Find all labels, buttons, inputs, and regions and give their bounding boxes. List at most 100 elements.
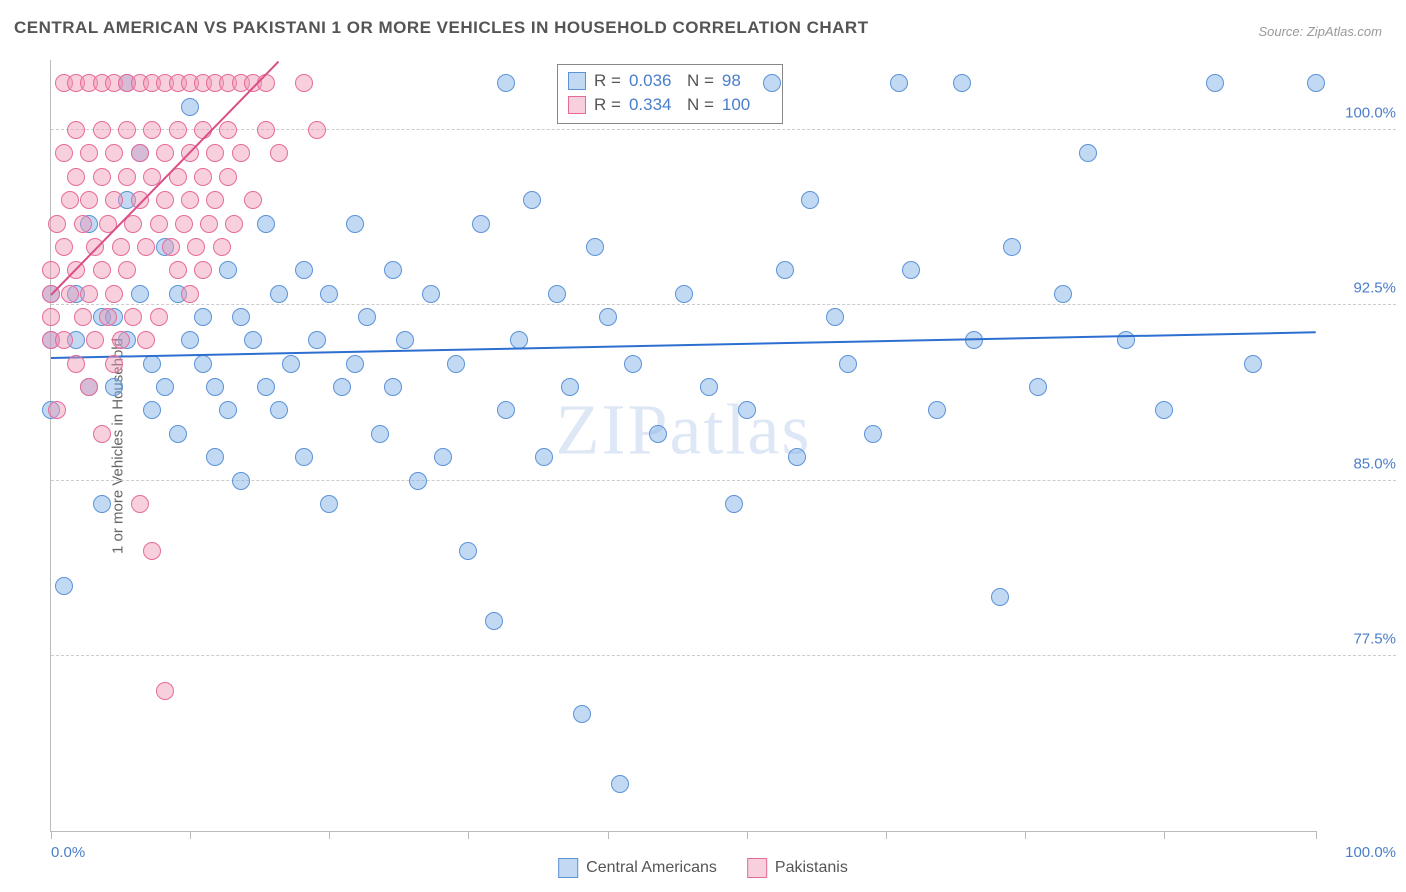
x-tick xyxy=(1164,831,1165,839)
data-point xyxy=(194,308,212,326)
r-label: R = xyxy=(594,69,621,93)
data-point xyxy=(826,308,844,326)
data-point xyxy=(131,144,149,162)
data-point xyxy=(320,285,338,303)
data-point xyxy=(232,308,250,326)
data-point xyxy=(131,285,149,303)
data-point xyxy=(447,355,465,373)
data-point xyxy=(112,331,130,349)
data-point xyxy=(118,168,136,186)
data-point xyxy=(801,191,819,209)
data-point xyxy=(1029,378,1047,396)
data-point xyxy=(156,191,174,209)
data-point xyxy=(187,238,205,256)
data-point xyxy=(257,121,275,139)
data-point xyxy=(890,74,908,92)
data-point xyxy=(358,308,376,326)
data-point xyxy=(156,378,174,396)
data-point xyxy=(55,238,73,256)
data-point xyxy=(485,612,503,630)
legend-swatch xyxy=(568,72,586,90)
x-tick xyxy=(190,831,191,839)
y-tick-label: 85.0% xyxy=(1326,455,1396,472)
data-point xyxy=(42,261,60,279)
data-point xyxy=(86,331,104,349)
data-point xyxy=(1206,74,1224,92)
data-point xyxy=(295,448,313,466)
data-point xyxy=(225,215,243,233)
data-point xyxy=(308,121,326,139)
data-point xyxy=(434,448,452,466)
data-point xyxy=(232,472,250,490)
data-point xyxy=(573,705,591,723)
watermark: ZIPatlas xyxy=(556,389,812,472)
data-point xyxy=(459,542,477,560)
data-point xyxy=(194,261,212,279)
data-point xyxy=(586,238,604,256)
n-label: N = xyxy=(687,69,714,93)
gridline-h xyxy=(51,304,1396,305)
data-point xyxy=(244,331,262,349)
data-point xyxy=(763,74,781,92)
data-point xyxy=(42,308,60,326)
data-point xyxy=(74,308,92,326)
data-point xyxy=(156,144,174,162)
data-point xyxy=(675,285,693,303)
data-point xyxy=(219,168,237,186)
data-point xyxy=(150,308,168,326)
data-point xyxy=(143,401,161,419)
data-point xyxy=(93,261,111,279)
data-point xyxy=(181,191,199,209)
data-point xyxy=(497,74,515,92)
data-point xyxy=(346,355,364,373)
data-point xyxy=(396,331,414,349)
data-point xyxy=(105,378,123,396)
data-point xyxy=(523,191,541,209)
x-tick xyxy=(329,831,330,839)
data-point xyxy=(649,425,667,443)
data-point xyxy=(74,215,92,233)
data-point xyxy=(384,261,402,279)
data-point xyxy=(55,331,73,349)
data-point xyxy=(219,121,237,139)
data-point xyxy=(384,378,402,396)
data-point xyxy=(156,682,174,700)
x-tick xyxy=(608,831,609,839)
chart-title: CENTRAL AMERICAN VS PAKISTANI 1 OR MORE … xyxy=(14,18,869,38)
data-point xyxy=(725,495,743,513)
data-point xyxy=(169,121,187,139)
bottom-legend: Central AmericansPakistanis xyxy=(558,858,848,878)
gridline-h xyxy=(51,655,1396,656)
data-point xyxy=(561,378,579,396)
data-point xyxy=(131,495,149,513)
data-point xyxy=(206,144,224,162)
data-point xyxy=(548,285,566,303)
data-point xyxy=(67,121,85,139)
data-point xyxy=(839,355,857,373)
data-point xyxy=(93,121,111,139)
data-point xyxy=(700,378,718,396)
data-point xyxy=(308,331,326,349)
gridline-h xyxy=(51,480,1396,481)
stats-row: R =0.334N =100 xyxy=(568,93,772,117)
data-point xyxy=(137,238,155,256)
data-point xyxy=(48,215,66,233)
source-prefix: Source: xyxy=(1258,24,1306,39)
data-point xyxy=(181,285,199,303)
data-point xyxy=(143,355,161,373)
data-point xyxy=(194,168,212,186)
data-point xyxy=(99,308,117,326)
data-point xyxy=(270,144,288,162)
source-name: ZipAtlas.com xyxy=(1307,24,1382,39)
r-value: 0.334 xyxy=(629,93,679,117)
x-tick-label-max: 100.0% xyxy=(1345,844,1396,861)
data-point xyxy=(232,144,250,162)
legend-swatch xyxy=(558,858,578,878)
data-point xyxy=(788,448,806,466)
x-tick xyxy=(468,831,469,839)
data-point xyxy=(169,261,187,279)
x-tick xyxy=(51,831,52,839)
data-point xyxy=(55,144,73,162)
y-tick-label: 92.5% xyxy=(1326,280,1396,297)
data-point xyxy=(422,285,440,303)
